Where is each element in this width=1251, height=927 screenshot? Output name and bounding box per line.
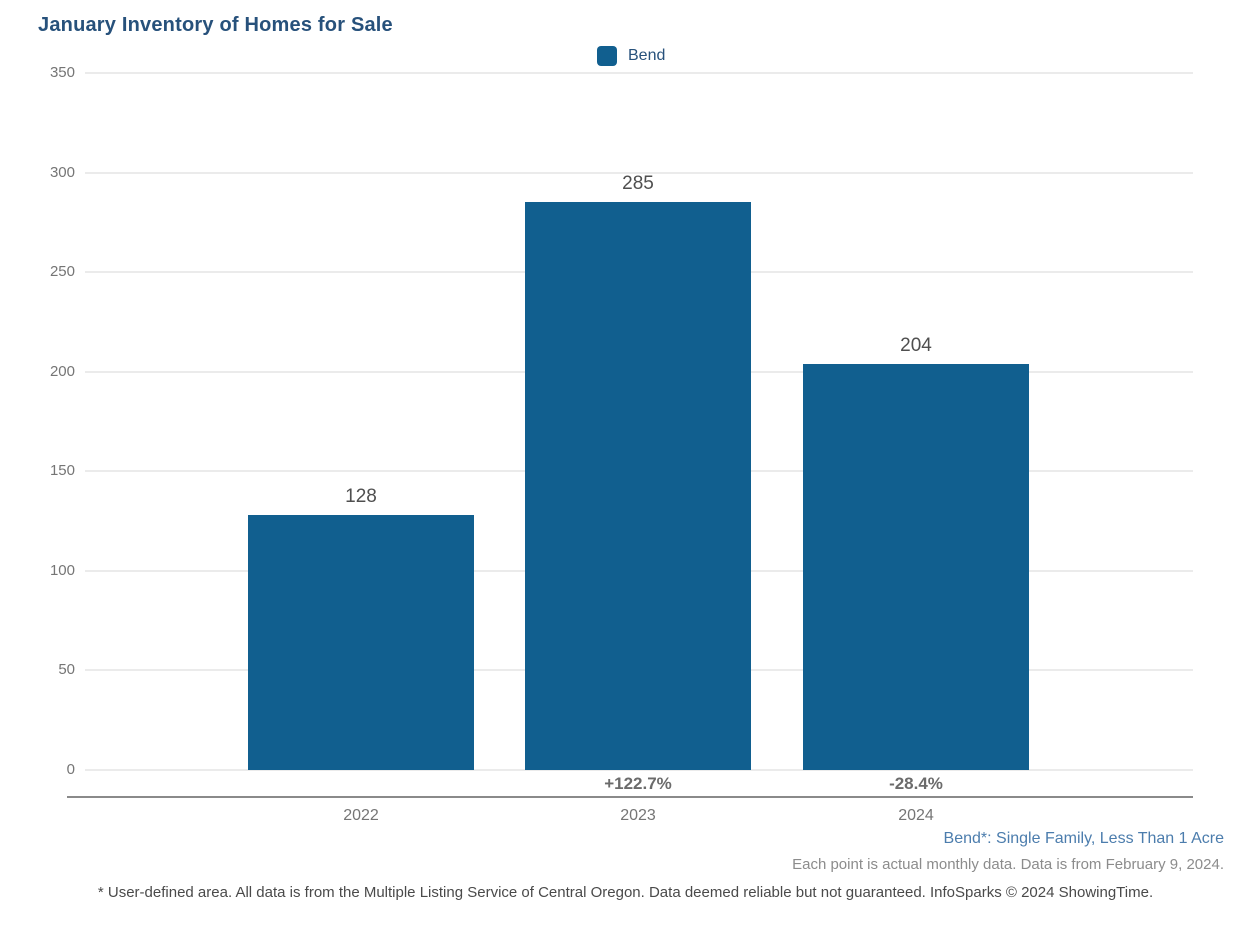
legend[interactable]: Bend (597, 46, 665, 66)
legend-swatch-icon (597, 46, 617, 66)
gridline-300 (85, 171, 1193, 174)
y-axis-tick-label-50: 50 (58, 661, 75, 679)
y-axis-tick-label-350: 350 (49, 64, 75, 81)
data-source-note: Each point is actual monthly data. Data … (792, 856, 1224, 873)
x-axis-label-2022: 2022 (343, 807, 379, 824)
y-axis-tick-label-250: 250 (49, 263, 75, 281)
x-axis-label-2024: 2024 (898, 807, 934, 824)
x-axis-line (67, 796, 1193, 798)
gridline-0 (85, 769, 1193, 771)
series-definition-note: Bend*: Single Family, Less Than 1 Acre (943, 830, 1224, 847)
bar-2022[interactable] (248, 515, 474, 770)
gridline-350 (85, 72, 1193, 74)
y-axis-tick-label-100: 100 (49, 561, 75, 579)
legend-label: Bend (628, 47, 666, 64)
bar-2024[interactable] (803, 363, 1029, 770)
chart-title: January Inventory of Homes for Sale (38, 14, 393, 36)
disclaimer-footnote: * User-defined area. All data is from th… (97, 884, 1154, 901)
y-axis-tick-label-200: 200 (49, 362, 75, 380)
y-axis-tick-label-0: 0 (66, 761, 75, 778)
y-axis-tick-label-150: 150 (49, 462, 75, 480)
x-axis-label-2023: 2023 (620, 807, 656, 824)
bar-value-label-2023: 285 (622, 173, 654, 195)
y-axis-tick-label-300: 300 (49, 163, 75, 181)
pct-change-label-2024: -28.4% (889, 774, 943, 793)
bar-2023[interactable] (525, 202, 751, 770)
pct-change-label-2023: +122.7% (604, 774, 672, 793)
bar-value-label-2022: 128 (345, 486, 377, 508)
bar-value-label-2024: 204 (900, 334, 932, 356)
